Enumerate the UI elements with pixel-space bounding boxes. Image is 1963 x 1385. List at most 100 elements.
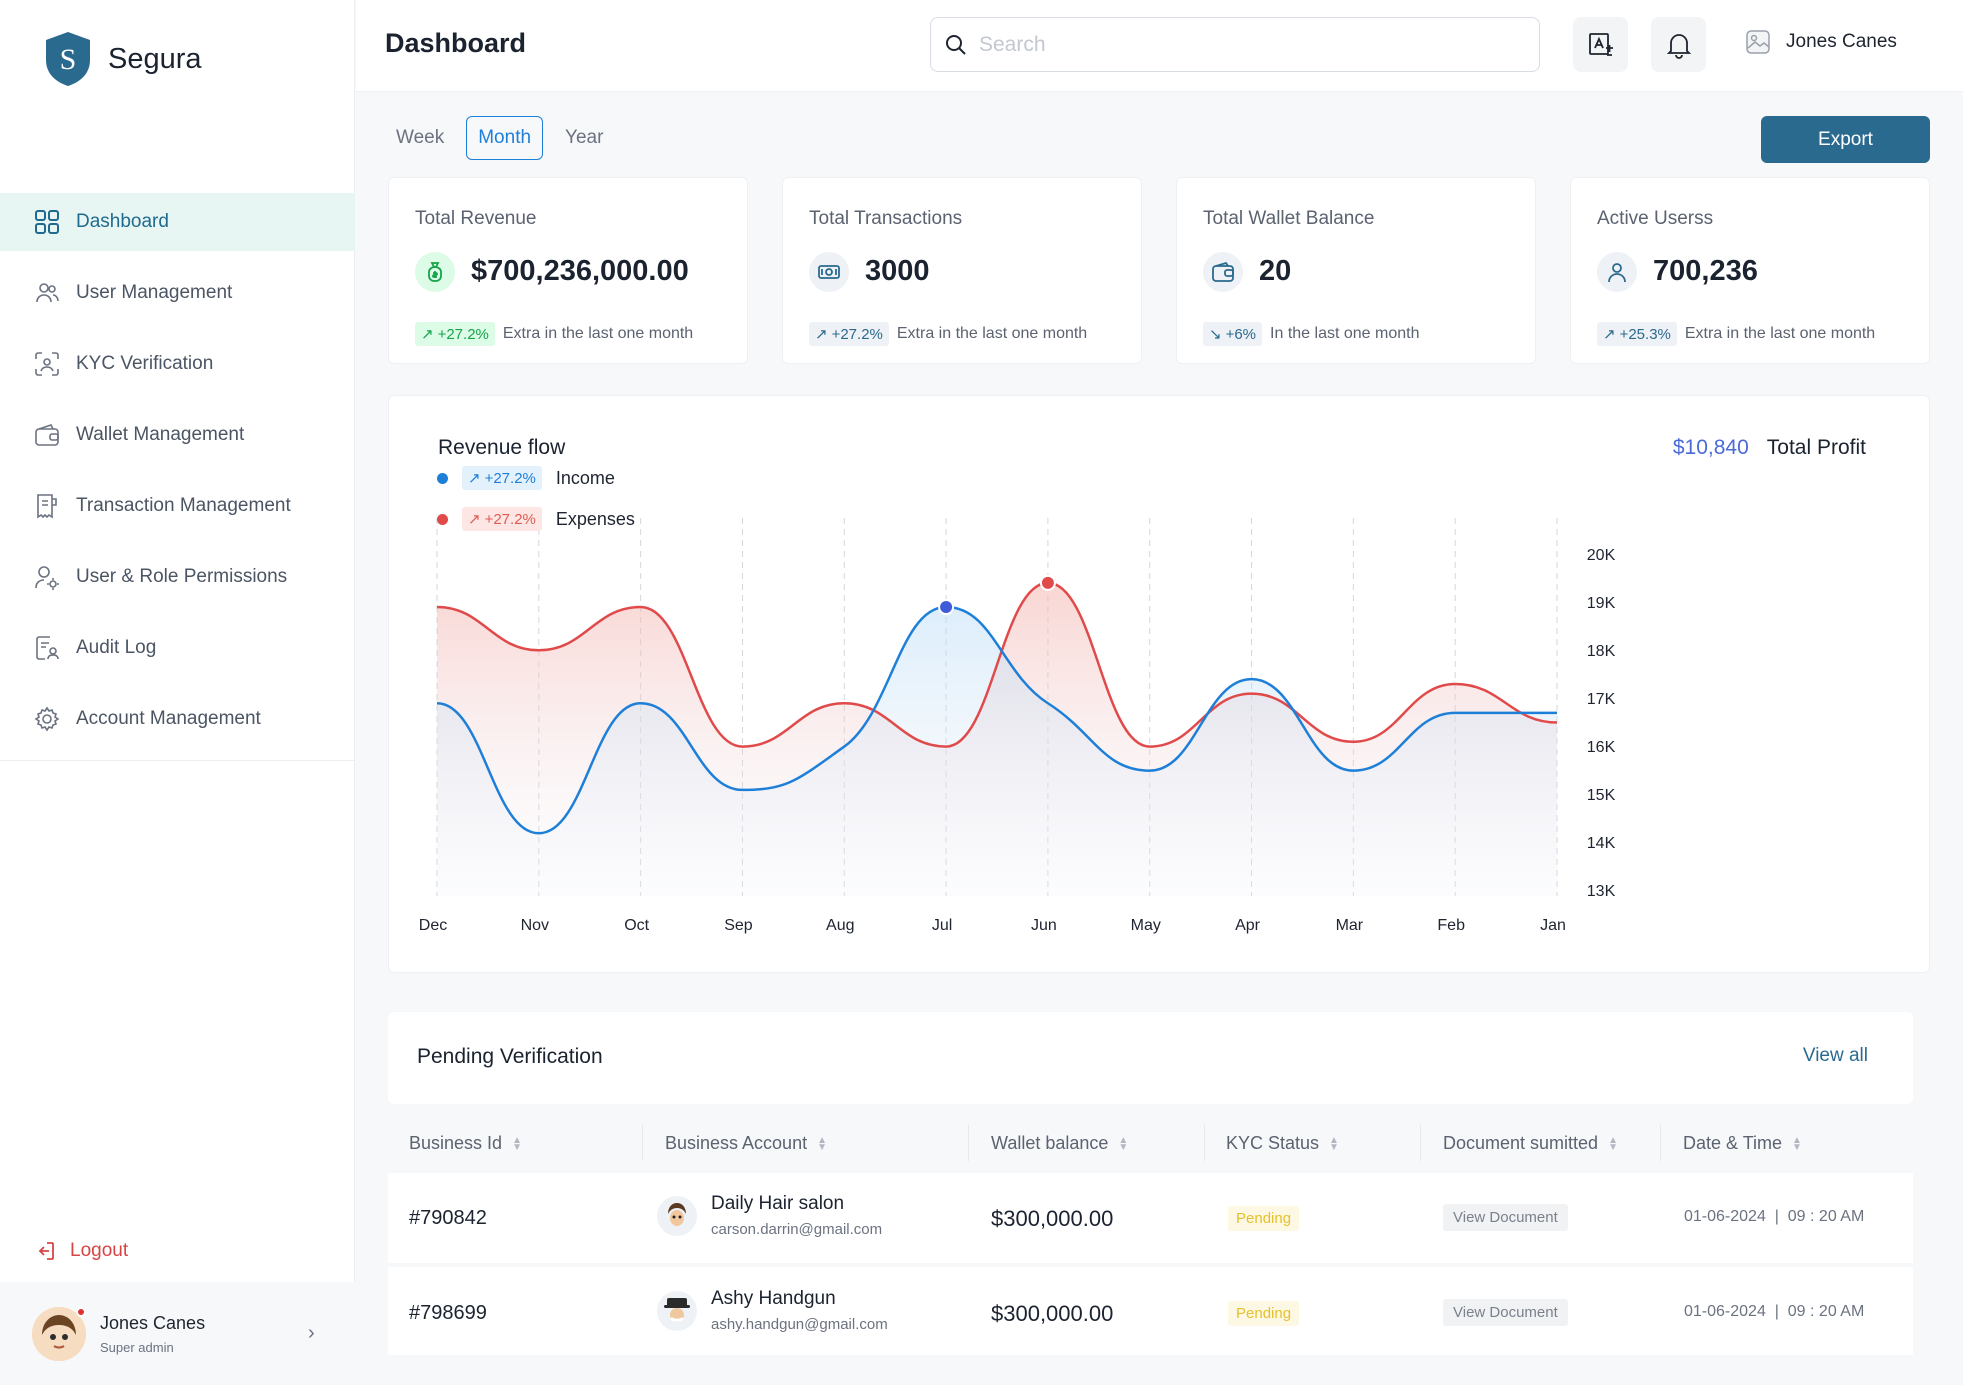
- table-row[interactable]: #790842 Daily Hair salon carson.darrin@g…: [388, 1173, 1913, 1263]
- x-tick-label: May: [1131, 917, 1161, 934]
- sidebar-item-account-management[interactable]: Account Management: [0, 690, 355, 748]
- view-document-button[interactable]: View Document: [1443, 1204, 1568, 1231]
- brand[interactable]: S Segura: [44, 30, 202, 88]
- sidebar: S Segura Dashboard User Management KYC V…: [0, 0, 355, 1385]
- stat-note: Extra in the last one month: [896, 325, 1088, 342]
- sidebar-item-user-management[interactable]: User Management: [0, 264, 355, 322]
- sidebar-item-audit-log[interactable]: Audit Log: [0, 619, 355, 677]
- column-divider: [1660, 1125, 1661, 1161]
- status-badge: Pending: [1228, 1301, 1300, 1326]
- business-account: Ashy Handgun ashy.handgun@gmail.com: [657, 1288, 888, 1333]
- shield-logo-icon: S: [46, 32, 90, 86]
- legend-income[interactable]: ↗ +27.2% Income: [437, 466, 615, 490]
- highlight-point: [938, 598, 955, 615]
- translate-icon: [1588, 32, 1613, 56]
- sidebar-item-label: Dashboard: [76, 211, 169, 232]
- logout-button[interactable]: Logout: [34, 1240, 128, 1262]
- avatar: [32, 1306, 86, 1361]
- column-divider: [1420, 1125, 1421, 1161]
- column-header-document-submitted[interactable]: Document sumitted ▲ ▼: [1443, 1133, 1618, 1154]
- legend-dot: [437, 513, 448, 525]
- trend-up-icon: ↗: [421, 326, 434, 343]
- y-tick-label: 13K: [1587, 883, 1616, 900]
- face-scan-icon: [34, 351, 60, 377]
- column-header-business-account[interactable]: Business Account ▲ ▼: [665, 1133, 827, 1154]
- wallet-balance: $300,000.00: [991, 1301, 1114, 1326]
- chevron-right-icon[interactable]: ›: [308, 1322, 315, 1344]
- grid-icon: [34, 209, 60, 235]
- tab-week[interactable]: Week: [396, 127, 445, 148]
- highlight-point: [1039, 574, 1056, 591]
- sidebar-item-transaction-management[interactable]: Transaction Management: [0, 477, 355, 535]
- table-row[interactable]: #798699 Ashy Handgun ashy.handgun@gmail.…: [388, 1267, 1913, 1355]
- column-label: Document sumitted: [1443, 1133, 1599, 1153]
- y-tick-label: 15K: [1587, 787, 1616, 804]
- change-badge: ↗ +25.3%: [1597, 322, 1677, 346]
- sort-icon: ▲ ▼: [1118, 1134, 1129, 1153]
- column-label: Wallet balance: [991, 1133, 1109, 1153]
- tab-month[interactable]: Month: [466, 116, 544, 160]
- y-tick-label: 19K: [1587, 595, 1616, 612]
- translate-button[interactable]: [1573, 17, 1628, 72]
- legend-dot: [437, 472, 448, 484]
- sidebar-item-user-role-permissions[interactable]: User & Role Permissions: [0, 548, 355, 606]
- change-badge: ↗ +27.2%: [809, 322, 889, 346]
- x-tick-label: Apr: [1235, 917, 1261, 934]
- sidebar-item-label: User & Role Permissions: [76, 566, 288, 587]
- stat-card-total-revenue: Total Revenue $700,236,000.00 ↗ +27.2% Ex…: [388, 177, 748, 364]
- stat-value: 700,236: [1653, 255, 1758, 287]
- header-user[interactable]: Jones Canes: [1744, 28, 1897, 56]
- column-header-business-id[interactable]: Business Id ▲ ▼: [409, 1133, 522, 1154]
- stat-note: Extra in the last one month: [502, 325, 694, 342]
- business-id: #790842: [409, 1207, 487, 1229]
- view-all-link[interactable]: View all: [1802, 1045, 1868, 1066]
- stat-card-total-transactions: Total Transactions 3000 ↗ +27.2% Extra in…: [782, 177, 1142, 364]
- legend-expenses[interactable]: ↗ +27.2% Expenses: [437, 507, 635, 531]
- receipt-icon: [34, 493, 60, 519]
- view-document-button[interactable]: View Document: [1443, 1299, 1568, 1326]
- trend-down-icon: ↘: [1209, 326, 1222, 343]
- search-icon: [946, 34, 966, 55]
- notifications-button[interactable]: [1651, 17, 1706, 72]
- column-divider: [1204, 1125, 1205, 1161]
- export-button[interactable]: Export: [1761, 116, 1930, 163]
- business-name: Daily Hair salon: [711, 1193, 845, 1214]
- page-title: Dashboard: [385, 28, 527, 58]
- y-tick-label: 16K: [1587, 739, 1616, 756]
- stat-footer: ↗ +27.2% Extra in the last one month: [809, 322, 1087, 346]
- y-tick-label: 17K: [1587, 691, 1616, 708]
- profile-card[interactable]: Jones Canes Super admin ›: [0, 1282, 355, 1385]
- x-tick-label: Jun: [1031, 917, 1057, 934]
- cash-icon: [809, 252, 849, 292]
- business-email: carson.darrin@gmail.com: [711, 1221, 883, 1238]
- y-tick-label: 20K: [1587, 547, 1616, 564]
- pending-verification-header: Pending Verification View all: [388, 1012, 1913, 1104]
- y-tick-label: 14K: [1587, 835, 1616, 852]
- x-tick-label: Jan: [1540, 917, 1566, 934]
- change-value: +27.2%: [437, 325, 489, 343]
- search-input[interactable]: [979, 32, 1499, 57]
- tab-year[interactable]: Year: [565, 127, 604, 148]
- header-user-name: Jones Canes: [1786, 31, 1897, 52]
- legend-change: +27.2%: [484, 510, 536, 528]
- sidebar-item-label: User Management: [76, 282, 233, 303]
- sidebar-item-wallet-management[interactable]: Wallet Management: [0, 406, 355, 464]
- income-line: [436, 605, 1557, 835]
- sidebar-item-kyc-verification[interactable]: KYC Verification: [0, 335, 355, 393]
- total-profit-value: $10,840: [1672, 436, 1749, 459]
- column-header-date-time[interactable]: Date & Time ▲ ▼: [1683, 1133, 1802, 1154]
- profile-name: Jones Canes: [100, 1312, 206, 1333]
- gear-icon: [34, 706, 60, 732]
- trend-up-icon: ↗: [468, 511, 481, 528]
- legend-label: Expenses: [555, 508, 635, 529]
- logout-icon: [38, 1242, 54, 1260]
- column-header-wallet-balance[interactable]: Wallet balance ▲ ▼: [991, 1133, 1128, 1154]
- x-tick-label: Feb: [1437, 917, 1465, 934]
- search-box[interactable]: [930, 17, 1540, 72]
- x-tick-label: Aug: [826, 917, 854, 934]
- sort-icon: ▲ ▼: [1792, 1134, 1802, 1153]
- wallet-icon: [1203, 252, 1243, 292]
- column-header-kyc-status[interactable]: KYC Status ▲ ▼: [1226, 1133, 1339, 1154]
- image-placeholder-icon: [1746, 30, 1770, 54]
- sidebar-item-dashboard[interactable]: Dashboard: [0, 193, 355, 251]
